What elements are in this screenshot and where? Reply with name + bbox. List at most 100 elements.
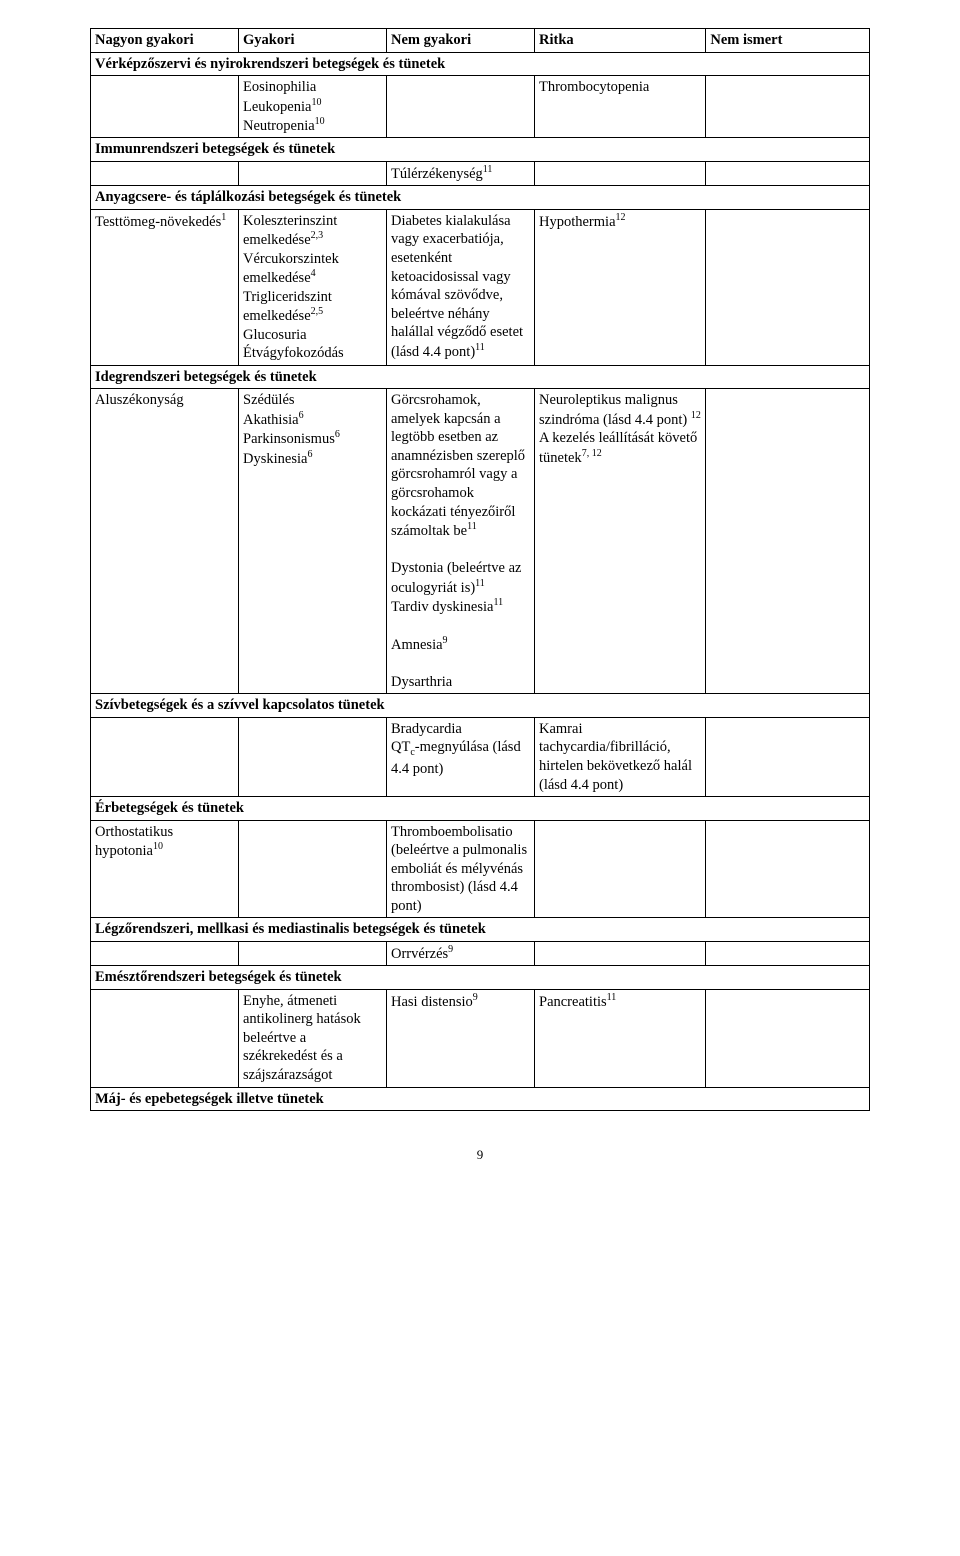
cell: [91, 989, 239, 1087]
text: Szédülés: [243, 392, 295, 408]
text: Enyhe, átmeneti antikolinerg hatások bel…: [243, 993, 361, 1083]
cell: [91, 717, 239, 796]
section-vascular: Érbetegségek és tünetek: [91, 797, 870, 821]
text: Akathisia: [243, 412, 299, 428]
col-common: Gyakori: [239, 29, 387, 53]
sup: 6: [335, 429, 340, 440]
sup: 2,3: [311, 230, 324, 241]
cell: Pancreatitis11: [535, 989, 706, 1087]
sup: 12: [691, 410, 701, 421]
sup: 9: [473, 992, 478, 1003]
sup: 10: [315, 116, 325, 127]
text: Testtömeg-növekedés: [95, 214, 221, 230]
col-rare: Ritka: [535, 29, 706, 53]
text: Túlérzékenység: [391, 166, 483, 182]
cell: Testtömeg-növekedés1: [91, 209, 239, 365]
cell: [535, 941, 706, 965]
cell: Aluszékonyság: [91, 389, 239, 694]
adverse-events-table: Nagyon gyakori Gyakori Nem gyakori Ritka…: [90, 28, 870, 1111]
sup: 12: [616, 212, 626, 223]
text: Dystonia (beleértve az oculogyriát is): [391, 560, 521, 595]
cell: [91, 941, 239, 965]
sup: 11: [475, 578, 485, 589]
section-metabolism: Anyagcsere- és táplálkozási betegségek é…: [91, 186, 870, 210]
cell: [706, 389, 870, 694]
text: Diabetes kialakulása vagy exacerbatiója,…: [391, 213, 523, 360]
sup: 11: [607, 992, 617, 1003]
cell: [535, 820, 706, 918]
cell: Thromboembolisatio (beleértve a pulmonal…: [387, 820, 535, 918]
cell: Enyhe, átmeneti antikolinerg hatások bel…: [239, 989, 387, 1087]
cell: [535, 161, 706, 185]
cell: [706, 76, 870, 138]
row-nervous: Aluszékonyság Szédülés Akathisia6 Parkin…: [91, 389, 870, 694]
text: Neuroleptikus malignus szindróma (lásd 4…: [539, 392, 691, 427]
sup: 6: [307, 449, 312, 460]
cell: [706, 941, 870, 965]
text: Görcsrohamok, amelyek kapcsán a legtöbb …: [391, 392, 525, 539]
cell: Hypothermia12: [535, 209, 706, 365]
text: Bradycardia: [391, 721, 462, 737]
cell: [239, 820, 387, 918]
cell: [706, 717, 870, 796]
text: Pancreatitis: [539, 994, 607, 1010]
cell: [239, 941, 387, 965]
sup: 11: [483, 164, 493, 175]
section-immune: Immunrendszeri betegségek és tünetek: [91, 138, 870, 162]
section-gastro: Emésztőrendszeri betegségek és tünetek: [91, 966, 870, 990]
cell: [706, 161, 870, 185]
sup: 2,5: [311, 306, 324, 317]
cell: [387, 76, 535, 138]
text: Kamrai tachycardia/fibrilláció, hirtelen…: [539, 721, 692, 793]
text: Neutropenia: [243, 118, 315, 134]
cell: [91, 161, 239, 185]
text: Vércukorszintek emelkedése: [243, 251, 339, 286]
text: Étvágyfokozódás: [243, 345, 344, 361]
row-blood: Eosinophilia Leukopenia10 Neutropenia10 …: [91, 76, 870, 138]
col-unknown: Nem ismert: [706, 29, 870, 53]
text: Leukopenia: [243, 98, 311, 114]
table-header-row: Nagyon gyakori Gyakori Nem gyakori Ritka…: [91, 29, 870, 53]
text: Parkinsonismus: [243, 431, 335, 447]
section-hepatobiliary: Máj- és epebetegségek illetve tünetek: [91, 1087, 870, 1111]
sup: 11: [467, 521, 477, 532]
sup: 4: [311, 268, 316, 279]
sup: 9: [448, 944, 453, 955]
cell: [91, 76, 239, 138]
sup: 6: [299, 410, 304, 421]
text: Dyskinesia: [243, 450, 307, 466]
cell: Diabetes kialakulása vagy exacerbatiója,…: [387, 209, 535, 365]
row-metabolism: Testtömeg-növekedés1 Koleszterinszint em…: [91, 209, 870, 365]
page-number: 9: [90, 1147, 870, 1163]
text: Orrvérzés: [391, 946, 448, 962]
sup: 9: [443, 635, 448, 646]
row-gastro: Enyhe, átmeneti antikolinerg hatások bel…: [91, 989, 870, 1087]
cell: Orthostatikus hypotonia10: [91, 820, 239, 918]
cell: Hasi distensio9: [387, 989, 535, 1087]
sup: 11: [475, 342, 485, 353]
row-immune: Túlérzékenység11: [91, 161, 870, 185]
cell: [706, 209, 870, 365]
sup: 7, 12: [582, 448, 602, 459]
text: Aluszékonyság: [95, 392, 184, 408]
cell: Eosinophilia Leukopenia10 Neutropenia10: [239, 76, 387, 138]
text: Thromboembolisatio (beleértve a pulmonal…: [391, 824, 527, 914]
cell: Neuroleptikus malignus szindróma (lásd 4…: [535, 389, 706, 694]
sup: 1: [221, 212, 226, 223]
cell: Thrombocytopenia: [535, 76, 706, 138]
cell: Túlérzékenység11: [387, 161, 535, 185]
row-respiratory: Orrvérzés9: [91, 941, 870, 965]
text: A kezelés leállítását követő tünetek: [539, 430, 697, 465]
col-very-common: Nagyon gyakori: [91, 29, 239, 53]
cell: [706, 989, 870, 1087]
cell: [706, 820, 870, 918]
row-vascular: Orthostatikus hypotonia10 Thromboembolis…: [91, 820, 870, 918]
section-cardiac: Szívbetegségek és a szívvel kapcsolatos …: [91, 694, 870, 718]
row-cardiac: Bradycardia QTc-megnyúlása (lásd 4.4 pon…: [91, 717, 870, 796]
cell: Orrvérzés9: [387, 941, 535, 965]
cell: Kamrai tachycardia/fibrilláció, hirtelen…: [535, 717, 706, 796]
sup: 10: [153, 841, 163, 852]
col-uncommon: Nem gyakori: [387, 29, 535, 53]
text: Eosinophilia: [243, 79, 316, 95]
cell: Szédülés Akathisia6 Parkinsonismus6 Dysk…: [239, 389, 387, 694]
